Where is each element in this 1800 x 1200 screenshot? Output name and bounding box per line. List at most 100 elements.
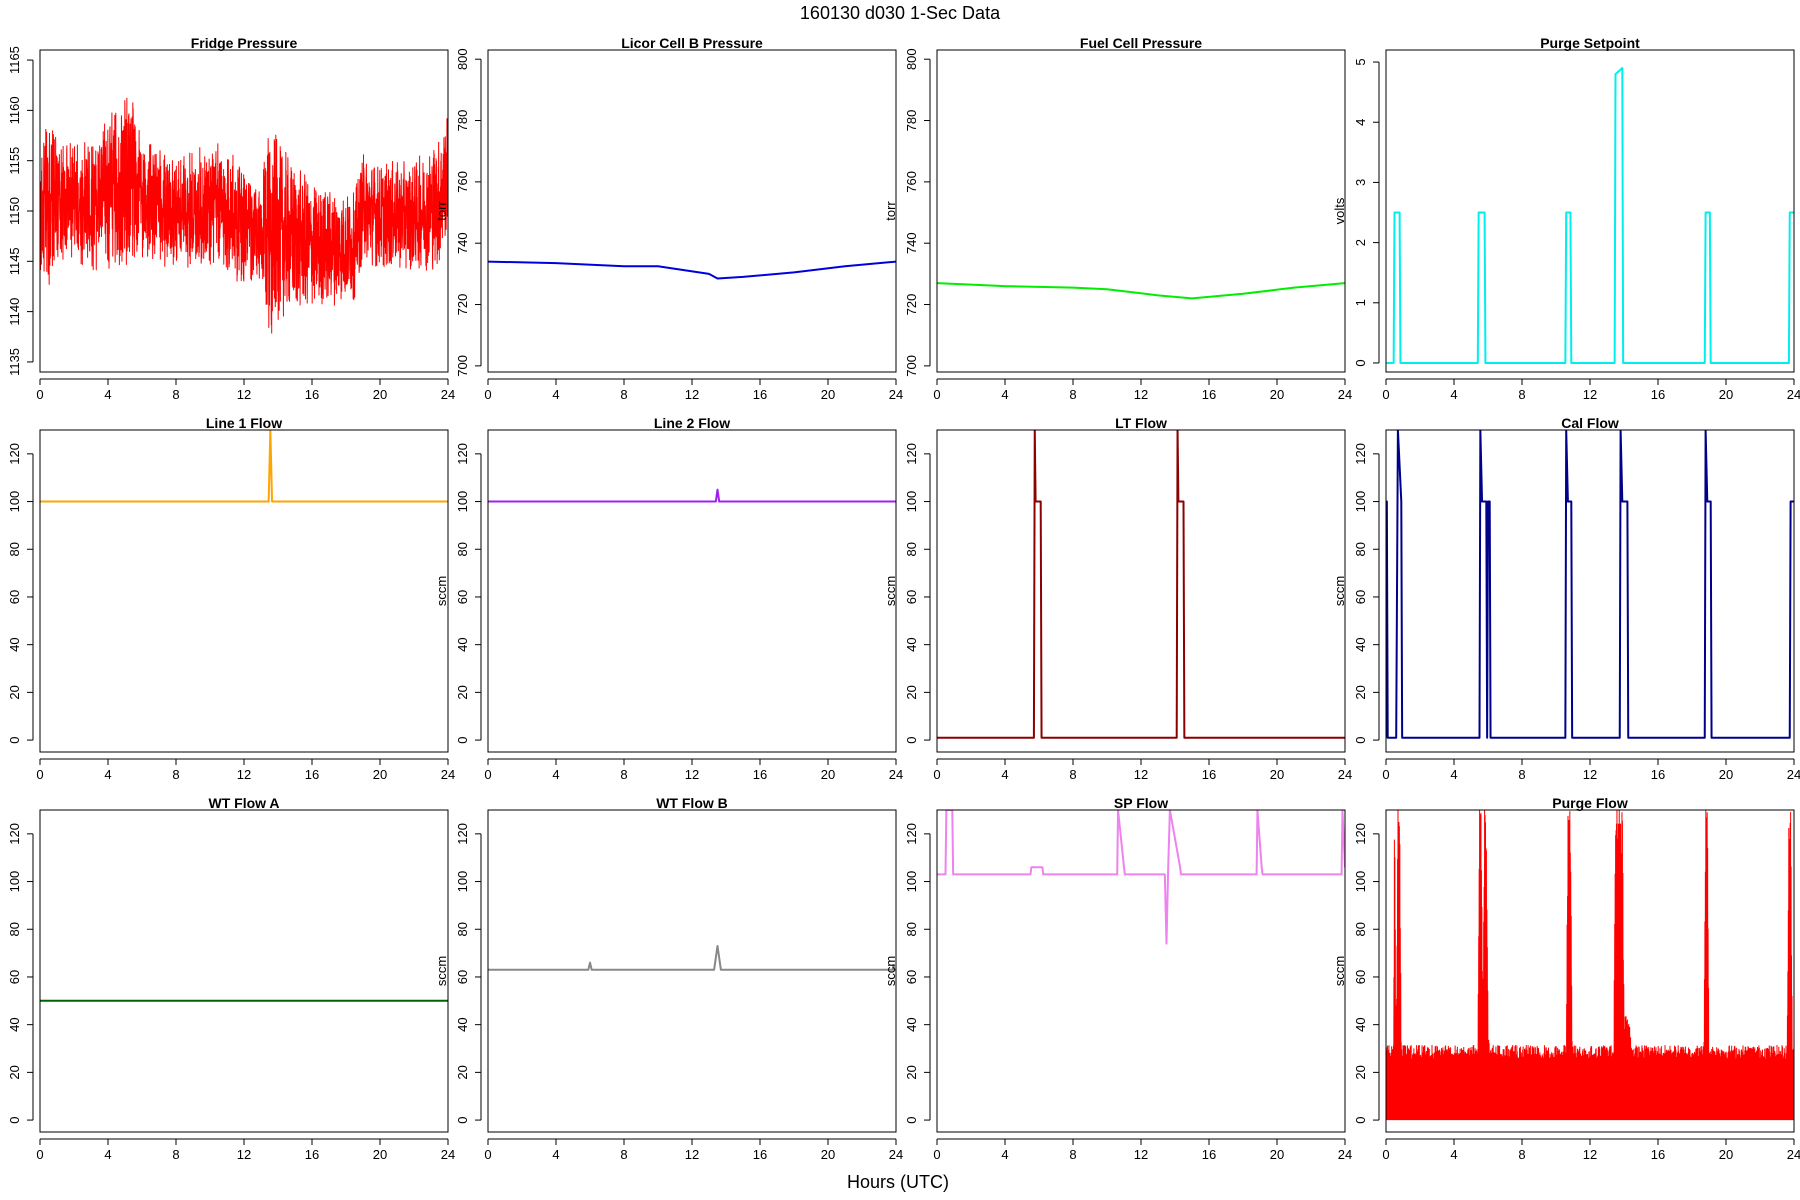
y-tick-label: 60 <box>1353 590 1368 604</box>
x-tick-label: 0 <box>933 1147 940 1162</box>
x-tick-label: 4 <box>1001 1147 1008 1162</box>
x-tick-label: 8 <box>1518 1147 1525 1162</box>
panel-title: Licor Cell B Pressure <box>621 35 763 51</box>
series <box>488 260 896 280</box>
series <box>937 810 1345 945</box>
plot-frame <box>936 809 1346 1133</box>
x-tick-label: 16 <box>1202 1147 1216 1162</box>
x-tick-label: 24 <box>1338 387 1352 402</box>
y-tick-label: 60 <box>455 970 470 984</box>
y-axis-label: torr <box>0 201 1 221</box>
y-tick-label: 1140 <box>7 298 22 326</box>
x-tick-label: 4 <box>1001 387 1008 402</box>
y-tick-label: 0 <box>7 1116 22 1123</box>
x-tick-label: 24 <box>1338 1147 1352 1162</box>
x-tick-label: 24 <box>1787 1147 1800 1162</box>
panel: Purge Flow sccm 0 4 8 12 16 20 24 0 20 40 60 80 100 120 <box>1332 795 1800 1162</box>
y-tick-label: 0 <box>1353 1116 1368 1123</box>
x-tick-label: 4 <box>104 387 111 402</box>
y-axis-label: volts <box>1332 197 1347 224</box>
series <box>488 488 896 503</box>
x-tick-label: 12 <box>685 767 699 782</box>
panel: Fridge Pressure torr 0 4 8 12 16 20 24 1135 1140 11… <box>0 35 455 402</box>
y-axis-label: sccm <box>0 576 1 606</box>
panel-title: Purge Setpoint <box>1540 35 1640 51</box>
panel-title: WT Flow A <box>208 795 279 811</box>
x-tick-label: 16 <box>753 387 767 402</box>
x-tick-label: 8 <box>1518 767 1525 782</box>
plot-frame <box>936 429 1346 753</box>
y-tick-label: 760 <box>904 171 919 193</box>
y-tick-label: 60 <box>7 590 22 604</box>
y-axis-label: torr <box>434 201 449 221</box>
series-line <box>488 944 896 971</box>
x-tick-label: 16 <box>753 767 767 782</box>
series <box>40 430 448 503</box>
y-tick-label: 780 <box>455 110 470 132</box>
series <box>40 97 448 334</box>
x-tick-label: 4 <box>1450 387 1457 402</box>
y-tick-label: 100 <box>7 491 22 513</box>
x-tick-label: 20 <box>821 767 835 782</box>
y-tick-label: 760 <box>455 171 470 193</box>
y-tick-label: 1135 <box>7 348 22 376</box>
y-tick-label: 800 <box>904 48 919 70</box>
y-tick-label: 40 <box>904 637 919 651</box>
y-tick-label: 40 <box>7 1017 22 1031</box>
y-tick-label: 80 <box>904 922 919 936</box>
x-tick-label: 8 <box>620 1147 627 1162</box>
x-tick-label: 12 <box>1583 1147 1597 1162</box>
x-tick-label: 0 <box>484 767 491 782</box>
y-tick-label: 0 <box>455 1116 470 1123</box>
panel-title: Fridge Pressure <box>191 35 298 51</box>
y-tick-label: 720 <box>904 294 919 316</box>
panel: LT Flow sccm 0 4 8 12 16 20 24 0 20 40 60 80 100 120 <box>883 415 1352 782</box>
y-tick-label: 2 <box>1353 239 1368 246</box>
plot-frame <box>487 49 897 373</box>
y-tick-label: 0 <box>7 736 22 743</box>
x-tick-label: 20 <box>1719 767 1733 782</box>
y-tick-label: 40 <box>455 637 470 651</box>
y-tick-label: 120 <box>455 823 470 845</box>
x-tick-label: 8 <box>620 387 627 402</box>
y-tick-label: 100 <box>455 871 470 893</box>
x-tick-label: 20 <box>373 387 387 402</box>
y-tick-label: 100 <box>904 491 919 513</box>
x-tick-label: 4 <box>552 767 559 782</box>
x-tick-label: 20 <box>1270 767 1284 782</box>
y-tick-label: 4 <box>1353 119 1368 126</box>
x-tick-label: 8 <box>172 767 179 782</box>
y-tick-label: 20 <box>7 1065 22 1079</box>
x-tick-label: 12 <box>237 767 251 782</box>
series-line <box>40 430 448 503</box>
series-line <box>488 260 896 280</box>
series <box>1386 430 1794 739</box>
y-tick-label: 0 <box>904 736 919 743</box>
series-line <box>937 430 1345 739</box>
y-tick-label: 80 <box>455 542 470 556</box>
series-line <box>937 810 1345 945</box>
y-tick-label: 120 <box>455 443 470 465</box>
y-tick-label: 800 <box>455 48 470 70</box>
y-tick-label: 20 <box>904 1065 919 1079</box>
y-tick-label: 120 <box>904 443 919 465</box>
x-tick-label: 4 <box>552 1147 559 1162</box>
series <box>488 944 896 971</box>
y-tick-label: 720 <box>455 294 470 316</box>
y-tick-label: 20 <box>1353 685 1368 699</box>
y-tick-label: 20 <box>455 1065 470 1079</box>
figure-xlabel: Hours (UTC) <box>847 1172 949 1192</box>
x-tick-label: 8 <box>172 387 179 402</box>
x-tick-label: 24 <box>889 767 903 782</box>
x-tick-label: 4 <box>104 767 111 782</box>
y-tick-label: 5 <box>1353 58 1368 65</box>
x-tick-label: 12 <box>685 387 699 402</box>
y-tick-label: 3 <box>1353 179 1368 186</box>
x-tick-label: 0 <box>36 767 43 782</box>
panel: WT Flow B sccm 0 4 8 12 16 20 24 0 20 40 60 80 100 120 <box>434 795 903 1162</box>
y-tick-label: 100 <box>904 871 919 893</box>
x-tick-label: 12 <box>1134 387 1148 402</box>
y-tick-label: 0 <box>1353 359 1368 366</box>
y-tick-label: 1160 <box>7 96 22 124</box>
y-axis-label: sccm <box>434 576 449 606</box>
